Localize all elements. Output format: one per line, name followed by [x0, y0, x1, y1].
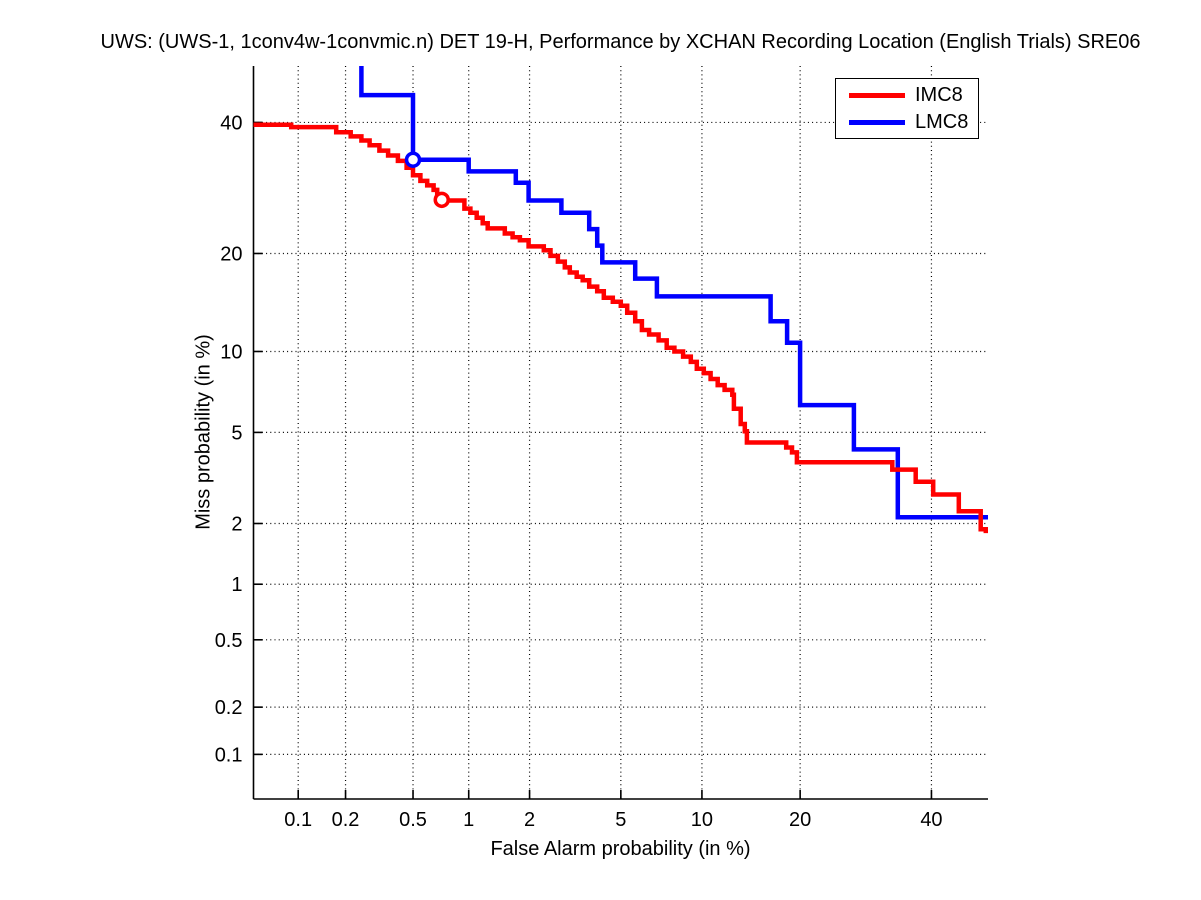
y-tick-label: 1 [231, 574, 242, 596]
gridlines [253, 66, 988, 799]
y-tick-label: 40 [220, 112, 242, 134]
tick-labels: 0.1 0.2 0.5 1 2 5 10 20 40 0.1 0.2 0.5 1 2 5 10 20 40 [215, 112, 943, 831]
x-axis-label: False Alarm probability (in %) [490, 838, 751, 860]
legend: IMC8 LMC8 [835, 78, 979, 139]
chart-title: UWS: (UWS-1, 1conv4w-1convmic.n) DET 19-… [100, 31, 1141, 53]
y-tick-label: 10 [220, 341, 242, 363]
x-tick-label: 2 [524, 809, 535, 831]
x-tick-label: 0.2 [332, 809, 360, 831]
y-tick-label: 5 [231, 422, 242, 444]
y-tick-label: 0.5 [215, 630, 243, 652]
x-tick-label: 40 [920, 809, 942, 831]
y-tick-label: 0.1 [215, 744, 243, 766]
legend-label-lmc8: LMC8 [915, 111, 969, 133]
x-tick-label: 10 [691, 809, 713, 831]
x-tick-label: 0.1 [284, 809, 312, 831]
y-tick-label: 0.2 [215, 697, 243, 719]
y-tick-label: 20 [220, 243, 242, 265]
x-tick-label: 5 [615, 809, 626, 831]
axis-ticks [253, 121, 933, 799]
x-tick-label: 0.5 [399, 809, 427, 831]
legend-line-sample-lmc8 [849, 119, 905, 125]
legend-entry: IMC8 [849, 83, 978, 107]
series-line-imc8 [253, 122, 988, 534]
y-tick-label: 2 [231, 513, 242, 535]
legend-entry: LMC8 [849, 110, 978, 134]
series-line-lmc8 [359, 66, 988, 520]
x-tick-label: 1 [463, 809, 474, 831]
legend-line-sample-imc8 [849, 92, 905, 98]
operating-point-lmc8 [404, 151, 422, 168]
x-tick-label: 20 [789, 809, 811, 831]
operating-point-imc8 [433, 191, 451, 209]
y-axis-label: Miss probability (in %) [192, 334, 215, 530]
legend-label-imc8: IMC8 [915, 84, 963, 106]
